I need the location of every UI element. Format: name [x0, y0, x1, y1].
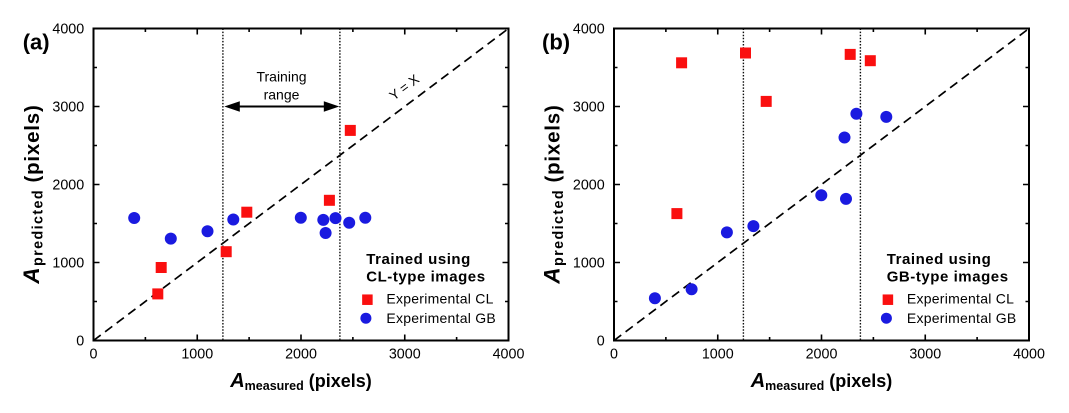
svg-text:(b): (b) — [542, 29, 570, 54]
svg-text:4000: 4000 — [52, 22, 84, 38]
svg-text:4000: 4000 — [573, 22, 605, 38]
svg-text:Ameasured (pixels): Ameasured (pixels) — [229, 370, 372, 393]
svg-text:1000: 1000 — [181, 347, 213, 363]
svg-text:3000: 3000 — [573, 100, 605, 116]
svg-text:Ameasured (pixels): Ameasured (pixels) — [750, 370, 893, 393]
svg-text:Apredicted (pixels): Apredicted (pixels) — [19, 104, 47, 284]
svg-text:Experimental GB: Experimental GB — [386, 310, 496, 326]
svg-text:Experimental CL: Experimental CL — [386, 291, 493, 307]
svg-text:3000: 3000 — [389, 347, 421, 363]
svg-text:Apredicted (pixels): Apredicted (pixels) — [540, 104, 568, 284]
svg-text:Trained using: Trained using — [366, 251, 471, 268]
svg-text:2000: 2000 — [806, 347, 838, 363]
svg-text:0: 0 — [90, 347, 98, 363]
svg-text:1000: 1000 — [573, 256, 605, 272]
svg-text:(a): (a) — [23, 29, 50, 54]
svg-text:1000: 1000 — [52, 256, 84, 272]
svg-text:Training: Training — [256, 69, 306, 85]
svg-text:range: range — [264, 87, 300, 103]
svg-text:3000: 3000 — [52, 100, 84, 116]
svg-text:4000: 4000 — [1013, 347, 1045, 363]
svg-text:Experimental CL: Experimental CL — [907, 291, 1014, 307]
svg-text:Experimental GB: Experimental GB — [907, 310, 1017, 326]
svg-text:0: 0 — [597, 334, 605, 350]
svg-text:4000: 4000 — [493, 347, 525, 363]
svg-text:2000: 2000 — [285, 347, 317, 363]
svg-text:3000: 3000 — [909, 347, 941, 363]
svg-text:CL-type images: CL-type images — [366, 268, 485, 285]
svg-text:1000: 1000 — [702, 347, 734, 363]
svg-text:0: 0 — [76, 334, 84, 350]
svg-text:0: 0 — [610, 347, 618, 363]
svg-text:Trained using: Trained using — [887, 251, 992, 268]
svg-text:2000: 2000 — [573, 178, 605, 194]
svg-text:GB-type images: GB-type images — [887, 268, 1009, 285]
svg-text:2000: 2000 — [52, 178, 84, 194]
